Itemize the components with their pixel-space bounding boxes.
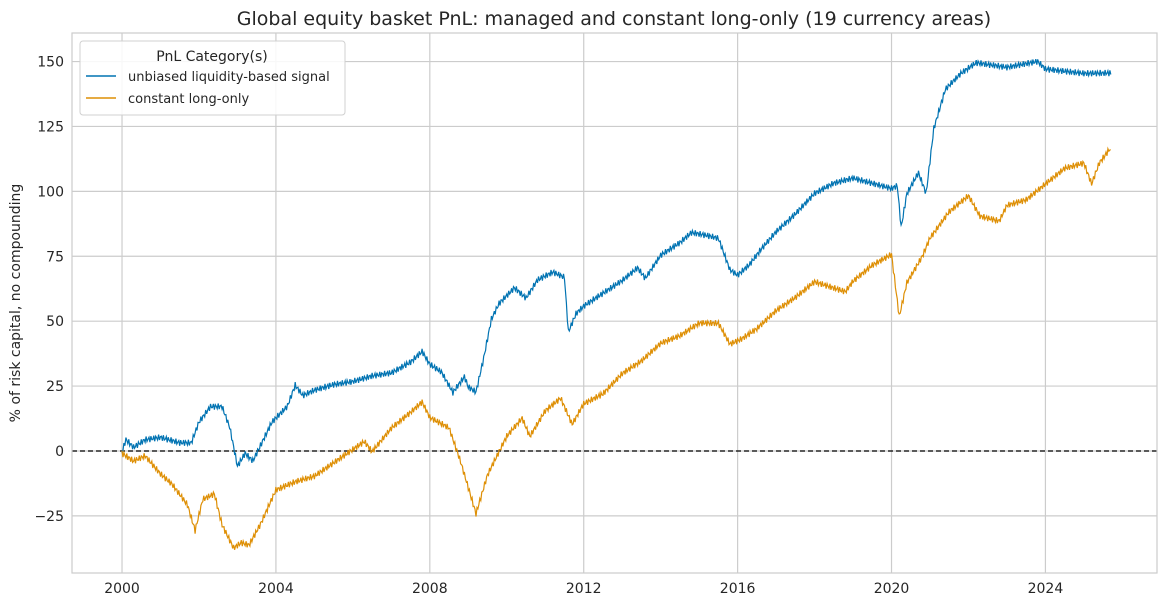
tick-labels: 2000 2004 2008 2012 2016 2020 2024 −25 0 25 50 75 10… <box>34 55 1063 597</box>
plot-frame <box>71 32 1158 574</box>
series-line-long-only <box>121 146 1111 550</box>
y-tick-label: 100 <box>37 184 64 200</box>
y-tick-label: 25 <box>46 379 64 395</box>
x-tick-label: 2016 <box>720 581 756 597</box>
y-tick-label: 125 <box>37 119 64 135</box>
legend: PnL Category(s) unbiased liquidity-based… <box>79 40 346 116</box>
y-tick-label: 75 <box>46 249 64 265</box>
chart-title: Global equity basket PnL: managed and co… <box>237 8 991 30</box>
series-line-managed <box>121 58 1112 469</box>
x-tick-label: 2012 <box>566 581 602 597</box>
grid <box>72 33 1157 573</box>
y-tick-label: 0 <box>55 444 64 460</box>
x-tick-label: 2024 <box>1028 581 1064 597</box>
legend-label-managed: unbiased liquidity-based signal <box>128 70 330 85</box>
x-tick-label: 2020 <box>874 581 910 597</box>
x-tick-label: 2008 <box>412 581 448 597</box>
y-axis-label: % of risk capital, no compounding <box>8 184 24 423</box>
x-tick-label: 2004 <box>258 581 294 597</box>
y-tick-label: 150 <box>37 55 64 71</box>
y-tick-label: 50 <box>46 314 64 330</box>
legend-label-long-only: constant long-only <box>128 92 249 107</box>
x-tick-label: 2000 <box>104 581 140 597</box>
y-tick-label: −25 <box>34 509 64 525</box>
legend-title: PnL Category(s) <box>156 49 268 65</box>
series-lines <box>121 58 1112 550</box>
